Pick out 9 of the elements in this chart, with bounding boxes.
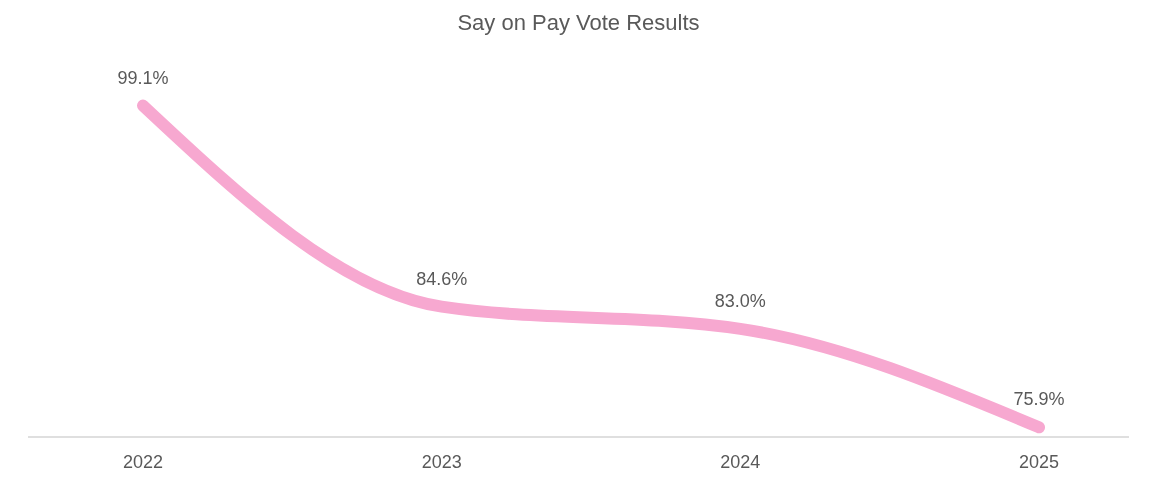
chart-title: Say on Pay Vote Results <box>456 9 701 37</box>
x-tick-label: 2023 <box>421 451 462 472</box>
data-label: 84.6% <box>416 268 468 289</box>
x-tick-label: 2022 <box>122 451 164 472</box>
x-tick-label: 2025 <box>1018 451 1060 472</box>
data-label: 99.1% <box>117 67 169 88</box>
data-label: 75.9% <box>1013 389 1065 410</box>
x-tick-label: 2024 <box>720 451 761 472</box>
data-label: 83.0% <box>714 290 766 311</box>
